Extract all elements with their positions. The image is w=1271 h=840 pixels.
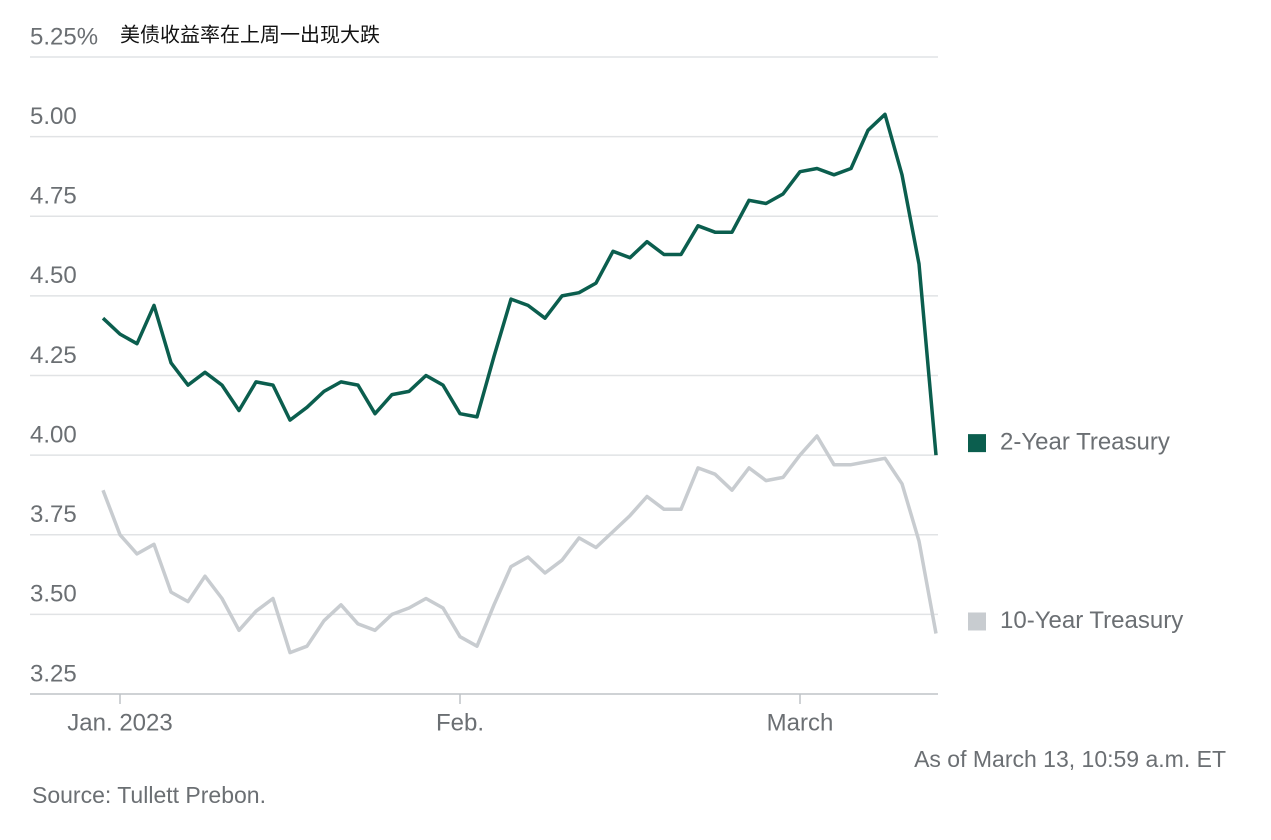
series-line <box>101 112 938 456</box>
legend-label: 10-Year Treasury <box>1000 607 1183 634</box>
annotation: As of March 13, 10:59 a.m. ET <box>914 746 1226 772</box>
legend-swatch <box>968 612 986 631</box>
y-tick-label: 5.25% <box>30 23 98 50</box>
y-tick-label: 4.75 <box>30 183 77 210</box>
legend-label: 2-Year Treasury <box>1000 428 1170 455</box>
legend-swatch <box>968 434 986 453</box>
x-tick-label: Feb. <box>436 709 484 736</box>
y-tick-label: 3.50 <box>30 581 77 608</box>
source: Source: Tullett Prebon. <box>32 782 266 808</box>
y-tick-label: 5.00 <box>30 103 77 130</box>
x-tick-label: Jan. 2023 <box>67 709 172 736</box>
y-tick-label: 4.50 <box>30 262 77 289</box>
y-tick-label: 4.25 <box>30 342 77 369</box>
y-tick-label: 4.00 <box>30 421 77 448</box>
series-line <box>101 434 938 655</box>
chart-title: 美债收益率在上周一出现大跌 <box>120 23 380 46</box>
x-tick-label: March <box>767 709 834 736</box>
y-tick-label: 3.75 <box>30 501 77 528</box>
y-tick-label: 3.25 <box>30 660 77 687</box>
